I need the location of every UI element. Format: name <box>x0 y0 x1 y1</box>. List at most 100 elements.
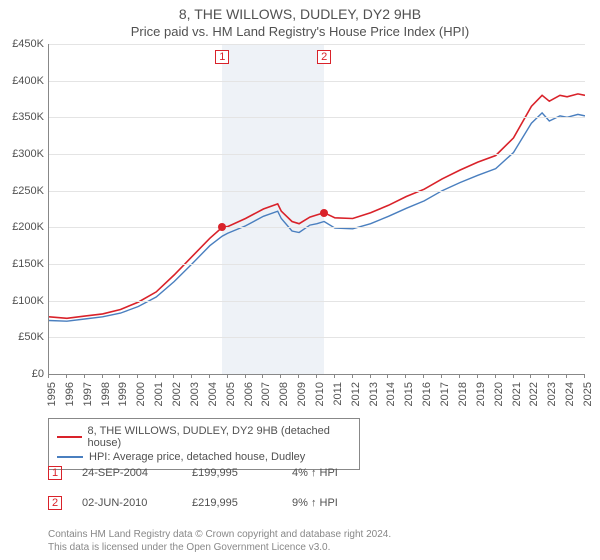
y-tick-label: £300K <box>12 148 44 160</box>
x-tick-mark <box>584 374 585 378</box>
y-tick-label: £450K <box>12 38 44 50</box>
x-tick-label: 2021 <box>511 382 523 406</box>
sale-marker-2-icon: 2 <box>48 496 62 510</box>
x-tick-label: 1996 <box>64 382 76 406</box>
x-tick-mark <box>173 374 174 378</box>
plot-area: 12 <box>48 44 585 375</box>
title-address: 8, THE WILLOWS, DUDLEY, DY2 9HB <box>0 6 600 22</box>
sale-price-2: £219,995 <box>192 497 292 509</box>
y-tick-label: £400K <box>12 75 44 87</box>
title-subtitle: Price paid vs. HM Land Registry's House … <box>0 24 600 39</box>
grid-line <box>49 117 585 118</box>
chart-container: 8, THE WILLOWS, DUDLEY, DY2 9HB Price pa… <box>0 0 600 560</box>
x-tick-mark <box>405 374 406 378</box>
x-tick-mark <box>352 374 353 378</box>
x-tick-label: 1998 <box>100 382 112 406</box>
x-tick-label: 2005 <box>225 382 237 406</box>
x-tick-mark <box>155 374 156 378</box>
series-blue <box>49 113 585 321</box>
x-tick-label: 2022 <box>528 382 540 406</box>
x-tick-mark <box>459 374 460 378</box>
x-tick-label: 2010 <box>314 382 326 406</box>
x-tick-label: 2012 <box>350 382 362 406</box>
x-tick-label: 2009 <box>296 382 308 406</box>
sale-marker-box: 1 <box>215 50 229 64</box>
x-tick-label: 1999 <box>117 382 129 406</box>
x-axis: 1995199619971998199920002001200220032004… <box>48 374 584 414</box>
x-tick-mark <box>548 374 549 378</box>
footer-line2: This data is licensed under the Open Gov… <box>48 541 391 554</box>
x-tick-mark <box>102 374 103 378</box>
x-tick-label: 2019 <box>475 382 487 406</box>
sale-delta-2: 9% ↑ HPI <box>292 497 392 509</box>
x-tick-mark <box>119 374 120 378</box>
x-tick-label: 2017 <box>439 382 451 406</box>
sale-price-1: £199,995 <box>192 467 292 479</box>
x-tick-mark <box>566 374 567 378</box>
y-tick-label: £350K <box>12 111 44 123</box>
sale-row-1: 1 24-SEP-2004 £199,995 4% ↑ HPI <box>48 466 584 480</box>
x-tick-label: 2008 <box>278 382 290 406</box>
x-tick-mark <box>495 374 496 378</box>
footer-line1: Contains HM Land Registry data © Crown c… <box>48 528 391 541</box>
grid-line <box>49 81 585 82</box>
x-tick-label: 2007 <box>260 382 272 406</box>
x-tick-mark <box>280 374 281 378</box>
x-tick-mark <box>227 374 228 378</box>
x-tick-label: 2011 <box>332 382 344 406</box>
y-tick-label: £100K <box>12 295 44 307</box>
y-tick-label: £0 <box>32 368 44 380</box>
y-tick-label: £50K <box>18 331 44 343</box>
x-tick-label: 2013 <box>368 382 380 406</box>
legend-label: 8, THE WILLOWS, DUDLEY, DY2 9HB (detache… <box>88 425 351 449</box>
x-tick-label: 2004 <box>207 382 219 406</box>
x-tick-label: 2018 <box>457 382 469 406</box>
sale-dot-icon <box>218 223 226 231</box>
x-tick-label: 2020 <box>493 382 505 406</box>
footer: Contains HM Land Registry data © Crown c… <box>48 528 391 554</box>
x-tick-mark <box>209 374 210 378</box>
x-tick-label: 2024 <box>564 382 576 406</box>
sale-delta-1: 4% ↑ HPI <box>292 467 392 479</box>
x-tick-label: 1995 <box>46 382 58 406</box>
x-tick-label: 2015 <box>403 382 415 406</box>
legend-label: HPI: Average price, detached house, Dudl… <box>89 451 305 463</box>
legend: 8, THE WILLOWS, DUDLEY, DY2 9HB (detache… <box>48 418 360 470</box>
y-tick-label: £150K <box>12 258 44 270</box>
x-tick-mark <box>191 374 192 378</box>
y-tick-label: £250K <box>12 185 44 197</box>
grid-line <box>49 301 585 302</box>
sale-date-1: 24-SEP-2004 <box>82 467 192 479</box>
grid-line <box>49 44 585 45</box>
x-tick-label: 2023 <box>546 382 558 406</box>
x-tick-mark <box>334 374 335 378</box>
x-tick-mark <box>423 374 424 378</box>
x-tick-mark <box>530 374 531 378</box>
x-tick-label: 2003 <box>189 382 201 406</box>
x-tick-label: 2016 <box>421 382 433 406</box>
x-tick-mark <box>66 374 67 378</box>
x-tick-mark <box>441 374 442 378</box>
x-tick-mark <box>513 374 514 378</box>
x-tick-label: 1997 <box>82 382 94 406</box>
x-tick-label: 2025 <box>582 382 594 406</box>
chart-area: £0 £50K £100K £150K £200K £250K £300K £350K £400… <box>0 44 600 414</box>
x-tick-label: 2014 <box>385 382 397 406</box>
x-tick-mark <box>387 374 388 378</box>
x-tick-mark <box>298 374 299 378</box>
sale-dot-icon <box>320 209 328 217</box>
legend-swatch-icon <box>57 436 82 438</box>
sale-marker-box: 2 <box>317 50 331 64</box>
legend-swatch-icon <box>57 456 83 458</box>
y-axis: £0£50K£100K£150K£200K£250K£300K£350K£400… <box>0 44 48 374</box>
sale-date-2: 02-JUN-2010 <box>82 497 192 509</box>
x-tick-mark <box>477 374 478 378</box>
x-tick-mark <box>84 374 85 378</box>
y-tick-label: £200K <box>12 221 44 233</box>
sale-marker-1-icon: 1 <box>48 466 62 480</box>
legend-row: HPI: Average price, detached house, Dudl… <box>57 451 351 463</box>
grid-line <box>49 191 585 192</box>
x-tick-mark <box>262 374 263 378</box>
grid-line <box>49 227 585 228</box>
grid-line <box>49 337 585 338</box>
